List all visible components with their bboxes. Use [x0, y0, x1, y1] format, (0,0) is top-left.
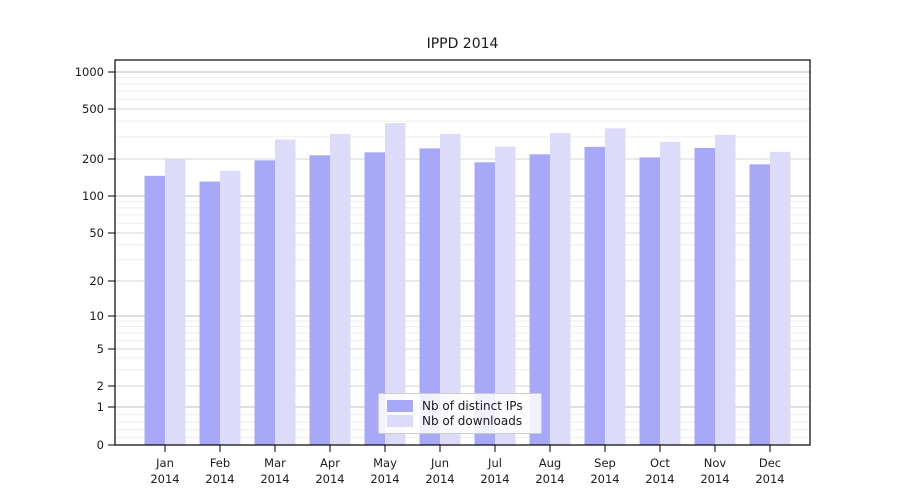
- y-tick-label: 10: [89, 309, 104, 323]
- legend-swatch-distinct-ips: [387, 399, 413, 412]
- x-tick-label-year: 2014: [315, 472, 344, 486]
- bar-downloads: [770, 151, 791, 445]
- x-tick-label-year: 2014: [480, 472, 509, 486]
- x-tick-label-year: 2014: [755, 472, 784, 486]
- bar-downloads: [165, 159, 186, 445]
- x-tick-label-year: 2014: [700, 472, 729, 486]
- y-tick-label: 100: [82, 189, 104, 203]
- bar-downloads: [330, 134, 351, 446]
- y-tick-label: 500: [82, 102, 104, 116]
- legend-row-distinct-ips: Nb of distinct IPs: [387, 398, 533, 413]
- x-tick-label-year: 2014: [370, 472, 399, 486]
- bar-downloads: [275, 139, 296, 445]
- bar-distinct-ips: [694, 147, 715, 445]
- legend: Nb of distinct IPs Nb of downloads: [378, 393, 542, 434]
- bar-distinct-ips: [364, 152, 385, 445]
- plot-frame: [114, 59, 811, 446]
- x-tick-label-month: Sep: [594, 456, 616, 470]
- y-tick-label: 1000: [75, 65, 104, 79]
- bar-distinct-ips: [309, 155, 330, 445]
- bar-distinct-ips: [474, 162, 495, 445]
- x-tick-label-month: Aug: [539, 456, 561, 470]
- y-tick-label: 200: [82, 152, 104, 166]
- bar-distinct-ips: [144, 175, 165, 445]
- x-tick-label-year: 2014: [260, 472, 289, 486]
- y-tick-label: 2: [97, 379, 104, 393]
- legend-row-downloads: Nb of downloads: [387, 414, 533, 429]
- y-tick-label: 20: [89, 274, 104, 288]
- bar-downloads: [220, 170, 241, 445]
- x-tick-label-year: 2014: [590, 472, 619, 486]
- x-tick-label-year: 2014: [205, 472, 234, 486]
- x-tick-label-month: Dec: [759, 456, 781, 470]
- x-tick-label-month: Nov: [704, 456, 727, 470]
- x-tick-label-month: Oct: [650, 456, 670, 470]
- bar-distinct-ips: [639, 157, 660, 446]
- x-tick-label-month: May: [373, 456, 397, 470]
- x-tick-label-month: Jul: [487, 456, 502, 470]
- x-tick-label-month: Jan: [155, 456, 174, 470]
- legend-label-distinct-ips: Nb of distinct IPs: [422, 398, 523, 413]
- chart-title: IPPD 2014: [426, 36, 499, 52]
- bar-downloads: [660, 141, 681, 445]
- x-tick-label-year: 2014: [425, 472, 454, 486]
- bar-distinct-ips: [749, 164, 770, 446]
- x-tick-label-year: 2014: [150, 472, 179, 486]
- y-tick-label: 1: [97, 400, 104, 414]
- bar-distinct-ips: [254, 160, 275, 446]
- bar-downloads: [715, 134, 736, 446]
- bar-downloads: [605, 128, 626, 445]
- legend-swatch-downloads: [387, 415, 413, 428]
- bar-distinct-ips: [529, 154, 550, 445]
- legend-label-downloads: Nb of downloads: [422, 414, 523, 429]
- x-tick-label-month: Jun: [430, 456, 449, 470]
- y-tick-label: 0: [97, 438, 104, 452]
- y-tick-label: 5: [97, 342, 104, 356]
- y-tick-label: 50: [89, 226, 104, 240]
- x-tick-label-year: 2014: [535, 472, 564, 486]
- bar-downloads: [550, 133, 571, 445]
- bar-downloads: [440, 134, 461, 446]
- x-tick-label-month: Apr: [320, 456, 340, 470]
- x-tick-label-month: Feb: [210, 456, 230, 470]
- x-tick-label-year: 2014: [645, 472, 674, 486]
- bar-distinct-ips: [584, 146, 605, 445]
- x-tick-label-month: Mar: [264, 456, 286, 470]
- bar-distinct-ips: [419, 148, 440, 445]
- bar-downloads: [495, 146, 516, 445]
- bar-downloads: [385, 123, 406, 446]
- bar-distinct-ips: [199, 181, 220, 445]
